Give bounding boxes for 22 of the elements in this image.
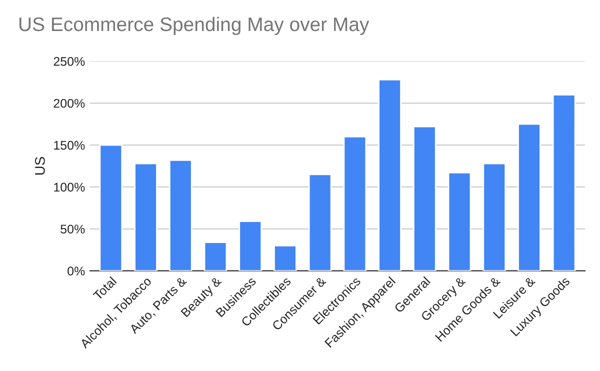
y-tick-label: 100% [54, 182, 85, 192]
y-axis-title: US [35, 157, 45, 175]
bar [134, 162, 158, 271]
bar [448, 172, 472, 271]
bar [552, 94, 576, 271]
y-tick-label: 250% [54, 57, 85, 66]
y-tick-label: 0% [68, 266, 85, 276]
y-tick-label: 200% [54, 98, 85, 108]
bar [238, 220, 262, 271]
bar [168, 159, 192, 271]
bar [99, 144, 123, 271]
bar [482, 162, 506, 271]
y-tick-label: 150% [54, 140, 85, 150]
bar [518, 123, 541, 271]
bar [308, 174, 332, 271]
bar [204, 242, 228, 271]
bar [274, 244, 297, 271]
bar [343, 136, 367, 271]
bar [412, 126, 436, 271]
bar [378, 78, 402, 271]
chart-title: US Ecommerce Spending May over May [20, 16, 370, 36]
y-tick-label: 50% [60, 224, 85, 234]
